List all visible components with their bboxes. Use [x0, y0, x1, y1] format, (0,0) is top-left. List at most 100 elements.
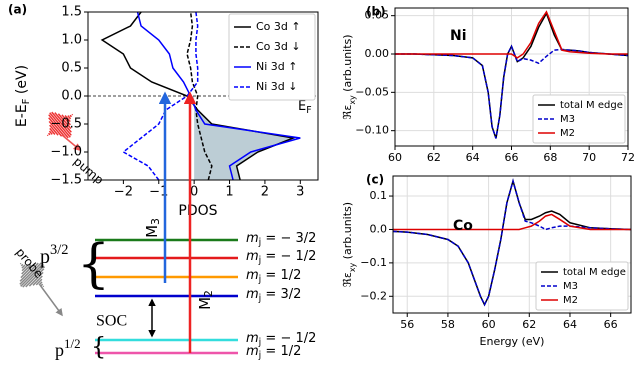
wave-stroke [54, 112, 72, 133]
plot-frame [394, 7, 629, 147]
legend-label: M3 [563, 281, 578, 292]
wave-stroke [20, 263, 36, 279]
wave-stroke [21, 264, 32, 275]
wave-stroke [20, 263, 24, 267]
level-label-part: = − 1/2 [261, 331, 316, 346]
y-axis-label-part: (arb.units) [341, 202, 354, 263]
brace-12: { [91, 333, 106, 361]
y-tick-label: 0.0 [61, 89, 82, 104]
x-tick-label: 62 [522, 318, 536, 331]
x-tick-label: 64 [466, 151, 480, 164]
level-label-part: = 3/2 [261, 287, 301, 302]
m3-label-part: M [143, 225, 161, 238]
wave-stroke [64, 115, 71, 123]
panel-label: (a) [8, 3, 27, 17]
wave-stroke [48, 120, 63, 137]
legend-box [228, 13, 316, 101]
legend-label: M2 [563, 295, 578, 306]
level-label-part: j [258, 237, 262, 248]
series-line [186, 12, 213, 180]
level-label: mj = − 1/2 [246, 249, 316, 266]
occupied-area [187, 96, 294, 180]
y-tick-label: −1.0 [50, 145, 82, 160]
x-tick-label: 1 [225, 185, 233, 200]
probe-wavepacket [19, 262, 45, 288]
y-tick-label: 0.5 [61, 61, 82, 76]
wave-stroke [25, 268, 45, 288]
y-axis-label-part: xy [348, 95, 357, 105]
wave-stroke [57, 113, 72, 130]
series-line [395, 44, 628, 139]
y-axis-label-part: ℜε [341, 272, 354, 287]
y-tick-label: −0.10 [355, 124, 389, 137]
p12-label-part: p [55, 340, 64, 360]
wave-stroke [71, 113, 74, 116]
level-label-part: j [258, 274, 262, 285]
p32-label-part: 3/2 [50, 242, 68, 258]
x-tick-label: 70 [582, 151, 596, 164]
y-tick-label: −0.2 [360, 289, 387, 302]
y-tick-label: 0.05 [365, 9, 390, 22]
level-label-part: m [246, 287, 259, 302]
series-line [393, 213, 631, 231]
plot-frame [87, 11, 319, 181]
level-label-part: j [258, 255, 262, 266]
wave-stroke [19, 262, 42, 285]
wave-stroke [61, 114, 71, 126]
legend-box [532, 94, 626, 144]
p32-label: p3/2 [40, 242, 68, 267]
x-tick-label: 68 [543, 151, 557, 164]
level-label-part: = 1/2 [261, 268, 301, 283]
brace-32: { [77, 235, 110, 295]
level-label-part: = − 1/2 [261, 249, 316, 264]
x-tick-label: 3 [296, 185, 304, 200]
legend-label: total M edge [563, 267, 626, 278]
level-label: mj = − 3/2 [246, 231, 316, 248]
x-axis-label: Energy (eV) [480, 335, 545, 348]
level-label-part: j [258, 337, 262, 348]
fermi-label: EF [298, 99, 312, 116]
x-tick-label: −1 [149, 185, 168, 200]
y-axis-label-part: F [21, 98, 32, 104]
x-tick-label: 0 [190, 185, 198, 200]
wave-stroke [49, 112, 71, 138]
level-label-part: m [246, 268, 259, 283]
fermi-label-part: F [306, 105, 311, 116]
y-axis-label-part: E-E [14, 104, 30, 127]
x-tick-label: 62 [427, 151, 441, 164]
wave-stroke [46, 134, 49, 137]
y-tick-label: 0.0 [370, 222, 388, 235]
level-label-part: j [258, 350, 262, 361]
x-tick-label: 66 [505, 151, 519, 164]
y-axis-label-part: (arb.units) [341, 34, 354, 95]
plot-frame [392, 175, 632, 314]
level-label-part: = 1/2 [261, 344, 301, 359]
wave-stroke [20, 263, 44, 287]
wave-stroke [19, 262, 22, 265]
y-tick-label: −0.05 [355, 85, 389, 98]
wave-stroke [22, 265, 45, 288]
m2-label-part: M [196, 297, 214, 310]
m2-label: M2 [196, 290, 216, 310]
y-tick-label: −1.5 [50, 173, 82, 188]
legend-label: M3 [560, 114, 575, 125]
x-tick-label: −2 [114, 185, 133, 200]
level-label: mj = 1/2 [246, 344, 301, 361]
y-tick-label: 1.0 [61, 33, 82, 48]
wave-stroke [48, 132, 51, 136]
x-axis-label: PDOS [178, 203, 217, 219]
legend-label: M2 [560, 128, 575, 139]
wave-stroke [42, 285, 45, 288]
fermi-label-part: E [298, 99, 306, 114]
wave-stroke [51, 111, 72, 136]
wave-stroke [19, 262, 39, 282]
panel-label: (c) [366, 173, 384, 187]
level-label-part: = − 3/2 [261, 231, 316, 246]
level-label-part: m [246, 231, 259, 246]
y-tick-label: −0.1 [360, 256, 387, 269]
legend-label: total M edge [560, 100, 623, 111]
wave-stroke [35, 278, 43, 286]
wave-stroke [49, 127, 56, 135]
panel-label: (b) [366, 5, 386, 19]
